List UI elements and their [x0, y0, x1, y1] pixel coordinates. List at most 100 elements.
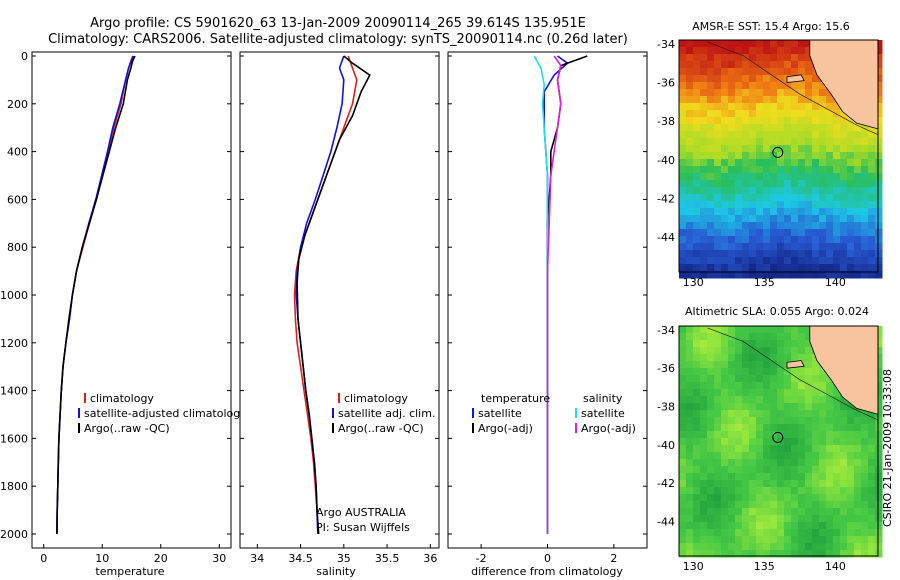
map-cell [728, 536, 736, 544]
map-cell [728, 117, 736, 125]
map-cell [798, 354, 806, 362]
map-cell [714, 494, 722, 502]
map-cell [693, 68, 701, 76]
map-cell [861, 438, 869, 446]
map-cell [812, 452, 820, 460]
map-cell [721, 96, 729, 104]
map-cell [812, 131, 820, 139]
map-cell [805, 326, 813, 334]
map-cell [868, 550, 876, 558]
map-cell [770, 40, 778, 48]
map-cell [805, 68, 813, 76]
map-cell [875, 515, 883, 523]
map-cell [721, 487, 729, 495]
map-cell [819, 264, 827, 272]
map-cell [714, 110, 722, 118]
map-cell [798, 236, 806, 244]
map-cell [798, 201, 806, 209]
map-cell [721, 473, 729, 481]
map-cell [833, 110, 841, 118]
map-cell [798, 389, 806, 397]
map-cell [735, 361, 743, 369]
map-cell [833, 473, 841, 481]
map-cell [868, 173, 876, 181]
map-cell [791, 550, 799, 558]
map-cell [721, 361, 729, 369]
map-cell [854, 480, 862, 488]
map-cell [721, 103, 729, 111]
map-cell [735, 445, 743, 453]
map-cell [784, 333, 792, 341]
map-cell [700, 508, 708, 516]
map-cell [749, 257, 757, 265]
map-cell [784, 271, 792, 279]
map-cell [756, 138, 764, 146]
map-cell [868, 410, 876, 418]
map-cell [812, 243, 820, 251]
map-cell [700, 333, 708, 341]
map-cell [826, 138, 834, 146]
map-cell [805, 466, 813, 474]
map-cell [840, 201, 848, 209]
map-cell [840, 438, 848, 446]
map-cell [721, 110, 729, 118]
map-cell [784, 550, 792, 558]
map-cell [679, 166, 687, 174]
map-cell [840, 159, 848, 167]
map-cell [847, 152, 855, 160]
map-cell [714, 382, 722, 390]
map-cell [742, 194, 750, 202]
map-cell [735, 340, 743, 348]
map-cell [686, 508, 694, 516]
map-cell [777, 243, 785, 251]
map-cell [784, 54, 792, 62]
map-cell [798, 347, 806, 355]
map-cell [735, 438, 743, 446]
map-cell [756, 396, 764, 404]
map-cell [749, 480, 757, 488]
map-cell [749, 375, 757, 383]
map-cell [721, 257, 729, 265]
map-cell [791, 494, 799, 502]
map-cell [812, 473, 820, 481]
map-cell [798, 368, 806, 376]
map-cell [777, 208, 785, 216]
map-cell [679, 368, 687, 376]
map-cell [742, 138, 750, 146]
map-cell [861, 166, 869, 174]
map-cell [868, 438, 876, 446]
map-cell [805, 473, 813, 481]
map-cell [826, 180, 834, 188]
map-cell [777, 96, 785, 104]
map-cell [854, 452, 862, 460]
map-cell [777, 522, 785, 530]
map-cell [770, 522, 778, 530]
map-cell [791, 131, 799, 139]
map-cell [721, 480, 729, 488]
map-cell [854, 529, 862, 537]
map-cell [742, 208, 750, 216]
map-cell [770, 347, 778, 355]
map-cell [735, 47, 743, 55]
map-cell [693, 361, 701, 369]
map-cell [686, 159, 694, 167]
map-cell [742, 459, 750, 467]
shelf-contour [707, 327, 879, 421]
map-cell [749, 173, 757, 181]
map-cell [770, 124, 778, 132]
map-cell [679, 89, 687, 97]
map-cell [735, 271, 743, 279]
map-cell [854, 194, 862, 202]
map-cell [875, 410, 883, 418]
map-cell [700, 452, 708, 460]
map-cell [714, 264, 722, 272]
map-cell [875, 529, 883, 537]
x-tick-label: 20 [154, 552, 168, 565]
map-cell [840, 452, 848, 460]
map-cell [777, 166, 785, 174]
map-cell [749, 187, 757, 195]
map-cell [679, 445, 687, 453]
map-cell [714, 326, 722, 334]
map-cell [742, 131, 750, 139]
map-cell [805, 333, 813, 341]
